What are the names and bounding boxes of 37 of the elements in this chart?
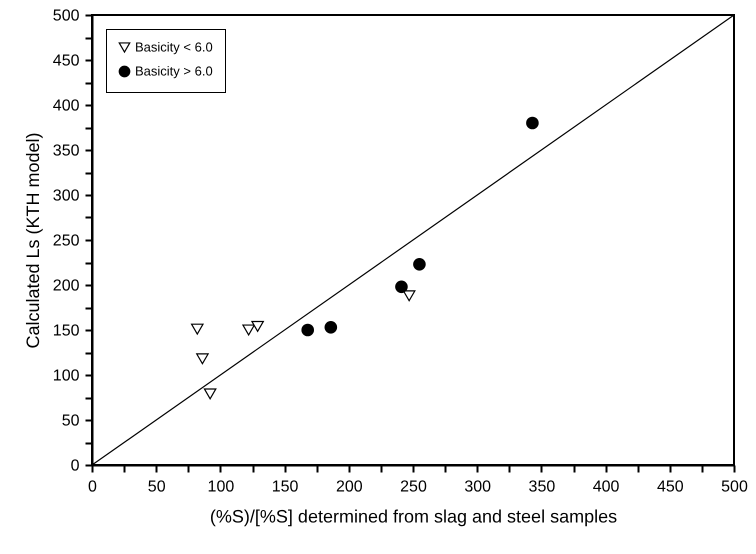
- y-tick-label: 300: [52, 188, 80, 204]
- point: [402, 290, 416, 302]
- point: [242, 324, 255, 336]
- y-tick-label: 350: [52, 142, 80, 160]
- y-tick-label: 400: [52, 98, 80, 114]
- point: [196, 353, 209, 364]
- y-tick-label: 100: [52, 368, 80, 384]
- point: [413, 258, 426, 271]
- y-tick-label: 250: [52, 232, 80, 250]
- y-tick-label: 0: [70, 458, 80, 474]
- x-tick-label: 0: [88, 478, 98, 496]
- point: [526, 116, 539, 130]
- x-tick-label: 350: [528, 478, 556, 496]
- point: [251, 320, 264, 332]
- x-tick-label: 50: [148, 478, 166, 496]
- point: [190, 324, 204, 335]
- y-tick-label: 150: [52, 322, 80, 340]
- legend-label: Basicity > 6.0: [135, 64, 213, 78]
- legend-label: Basicity < 6.0: [135, 40, 213, 54]
- x-tick-label: 250: [400, 478, 427, 496]
- x-tick-label: 450: [656, 478, 684, 496]
- y-tick-label: 450: [52, 52, 80, 70]
- y-tick-label: 200: [52, 278, 80, 294]
- y-tick-label: 500: [52, 8, 80, 24]
- point: [395, 280, 408, 294]
- x-tick-label: 100: [208, 478, 234, 496]
- point: [324, 321, 338, 334]
- x-tick-label: 400: [592, 478, 620, 496]
- x-tick-label: 200: [336, 478, 363, 496]
- y-axis-title: Calculated Ls (KTH model): [22, 132, 43, 349]
- y-tick-label: 50: [62, 412, 80, 430]
- point: [301, 324, 314, 336]
- point: [204, 388, 216, 400]
- x-tick-label: 300: [464, 478, 492, 496]
- x-tick-label: 500: [721, 478, 748, 496]
- x-axis-title: (%S)/[%S] determined from slag and steel samples: [210, 506, 618, 526]
- x-tick-label: 150: [272, 478, 299, 496]
